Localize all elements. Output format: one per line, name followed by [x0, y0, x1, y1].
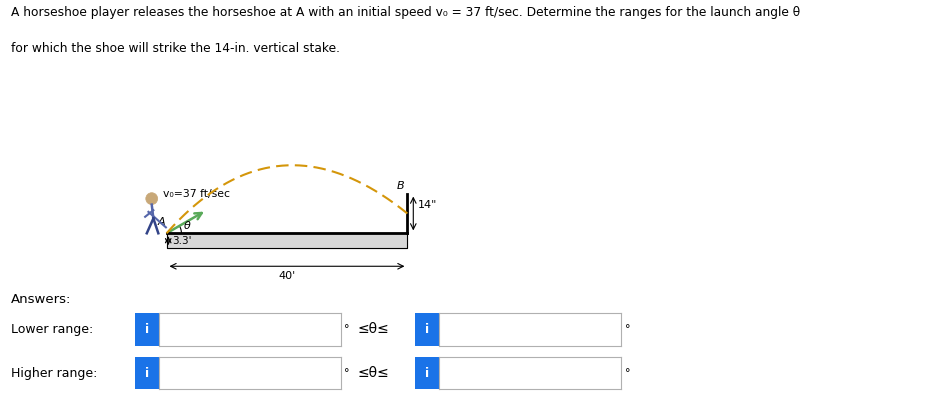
Text: B: B [397, 181, 404, 191]
Text: °: ° [625, 368, 630, 378]
Text: ≤θ≤: ≤θ≤ [358, 366, 389, 380]
Text: ≤θ≤: ≤θ≤ [358, 322, 389, 336]
Text: i: i [145, 367, 149, 379]
Text: θ: θ [183, 221, 191, 231]
Text: A: A [157, 217, 165, 227]
Text: Lower range:: Lower range: [11, 323, 93, 336]
Text: °: ° [344, 324, 350, 334]
Text: Answers:: Answers: [11, 293, 72, 306]
Text: A horseshoe player releases the horseshoe at A with an initial speed v₀ = 37 ft/: A horseshoe player releases the horsesho… [11, 6, 801, 19]
Circle shape [146, 193, 157, 205]
Text: °: ° [344, 368, 350, 378]
Text: Higher range:: Higher range: [11, 367, 98, 379]
Text: 3.3': 3.3' [172, 236, 192, 246]
Text: 40': 40' [278, 271, 295, 281]
Text: i: i [145, 323, 149, 336]
Text: °: ° [625, 324, 630, 334]
Text: i: i [425, 367, 429, 379]
Text: for which the shoe will strike the 14-in. vertical stake.: for which the shoe will strike the 14-in… [11, 42, 340, 55]
Polygon shape [167, 233, 408, 248]
Text: v₀=37 ft/sec: v₀=37 ft/sec [163, 189, 230, 199]
Text: i: i [425, 323, 429, 336]
Text: 14": 14" [418, 200, 438, 210]
